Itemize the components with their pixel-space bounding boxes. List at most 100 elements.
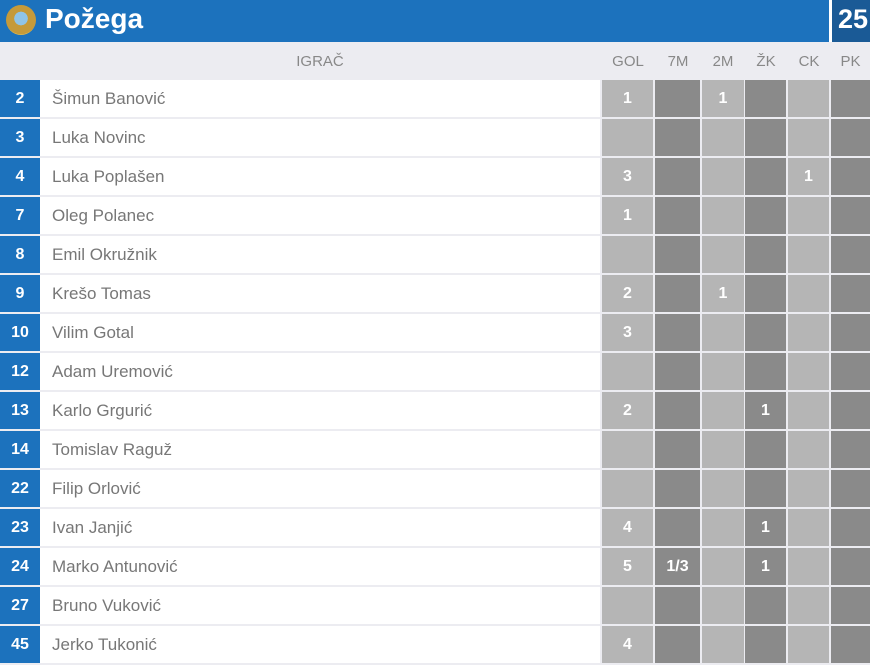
player-number: 10 [0,314,40,351]
stat-pk [831,587,870,624]
player-name[interactable]: Filip Orlović [40,470,600,507]
table-row: 22 Filip Orlović [0,470,870,509]
player-name[interactable]: Marko Antunović [40,548,600,585]
col-gol: GOL [612,53,644,70]
player-number: 24 [0,548,40,585]
table-row: 13 Karlo Grgurić 2 1 [0,392,870,431]
stat-pk [831,158,870,195]
player-number: 27 [0,587,40,624]
col-7m: 7M [667,53,689,70]
stat-m7 [655,275,700,312]
stat-ck: 1 [788,158,829,195]
player-name[interactable]: Oleg Polanec [40,197,600,234]
stat-zk [745,236,786,273]
player-number: 45 [0,626,40,663]
player-name[interactable]: Luka Poplašen [40,158,600,195]
stat-ck [788,392,829,429]
stat-m7 [655,197,700,234]
team-crest-icon [6,5,36,35]
player-name[interactable]: Krešo Tomas [40,275,600,312]
player-name[interactable]: Vilim Gotal [40,314,600,351]
player-name[interactable]: Karlo Grgurić [40,392,600,429]
stat-m2 [702,158,744,195]
stat-ck [788,80,829,117]
stat-zk [745,431,786,468]
player-name[interactable]: Emil Okružnik [40,236,600,273]
table-row: 2 Šimun Banović 1 1 [0,80,870,119]
team-name: Požega [45,3,144,34]
player-number: 9 [0,275,40,312]
stat-m7: 1/3 [655,548,700,585]
stat-gol [602,236,653,273]
stat-zk [745,470,786,507]
stat-zk [745,158,786,195]
table-row: 7 Oleg Polanec 1 [0,197,870,236]
stat-zk [745,353,786,390]
stat-gol: 4 [602,509,653,546]
stat-m2: 1 [702,80,744,117]
stat-m7 [655,80,700,117]
table-row: 14 Tomislav Raguž [0,431,870,470]
stat-gol: 1 [602,197,653,234]
player-name[interactable]: Ivan Janjić [40,509,600,546]
stat-pk [831,353,870,390]
stat-gol: 4 [602,626,653,663]
table-row: 12 Adam Uremović [0,353,870,392]
stat-m2 [702,548,744,585]
stat-gol: 2 [602,392,653,429]
player-number: 2 [0,80,40,117]
player-number: 13 [0,392,40,429]
stat-m7 [655,587,700,624]
stat-m7 [655,158,700,195]
stat-m2 [702,431,744,468]
stat-pk [831,236,870,273]
table-row: 27 Bruno Vuković [0,587,870,626]
stat-zk [745,314,786,351]
stat-m2 [702,509,744,546]
stat-m2 [702,626,744,663]
stat-zk [745,197,786,234]
stat-gol [602,431,653,468]
player-number: 8 [0,236,40,273]
stat-pk [831,509,870,546]
stat-zk [745,119,786,156]
stat-m7 [655,314,700,351]
stat-pk [831,119,870,156]
stat-m7 [655,353,700,390]
stat-ck [788,431,829,468]
stat-ck [788,626,829,663]
player-number: 3 [0,119,40,156]
player-name[interactable]: Tomislav Raguž [40,431,600,468]
stat-ck [788,587,829,624]
player-name[interactable]: Bruno Vuković [40,587,600,624]
player-number: 14 [0,431,40,468]
stat-m7 [655,470,700,507]
stat-gol: 2 [602,275,653,312]
player-number: 12 [0,353,40,390]
player-number: 4 [0,158,40,195]
player-name[interactable]: Adam Uremović [40,353,600,390]
player-name[interactable]: Šimun Banović [40,80,600,117]
team-header: Požega 25 [0,0,870,42]
player-name[interactable]: Jerko Tukonić [40,626,600,663]
stat-m2 [702,392,744,429]
stat-pk [831,470,870,507]
table-row: 8 Emil Okružnik [0,236,870,275]
stat-pk [831,314,870,351]
stat-ck [788,509,829,546]
player-number: 23 [0,509,40,546]
stat-m7 [655,392,700,429]
col-2m: 2M [712,53,734,70]
player-number: 22 [0,470,40,507]
table-row: 23 Ivan Janjić 4 1 [0,509,870,548]
table-header: IGRAČ GOL 7M 2M ŽK CK PK [0,42,870,80]
player-name[interactable]: Luka Novinc [40,119,600,156]
table-row: 4 Luka Poplašen 3 1 [0,158,870,197]
stat-gol [602,119,653,156]
stat-pk [831,392,870,429]
stat-pk [831,80,870,117]
stat-m7 [655,236,700,273]
stat-m7 [655,119,700,156]
stat-zk [745,587,786,624]
stat-ck [788,197,829,234]
